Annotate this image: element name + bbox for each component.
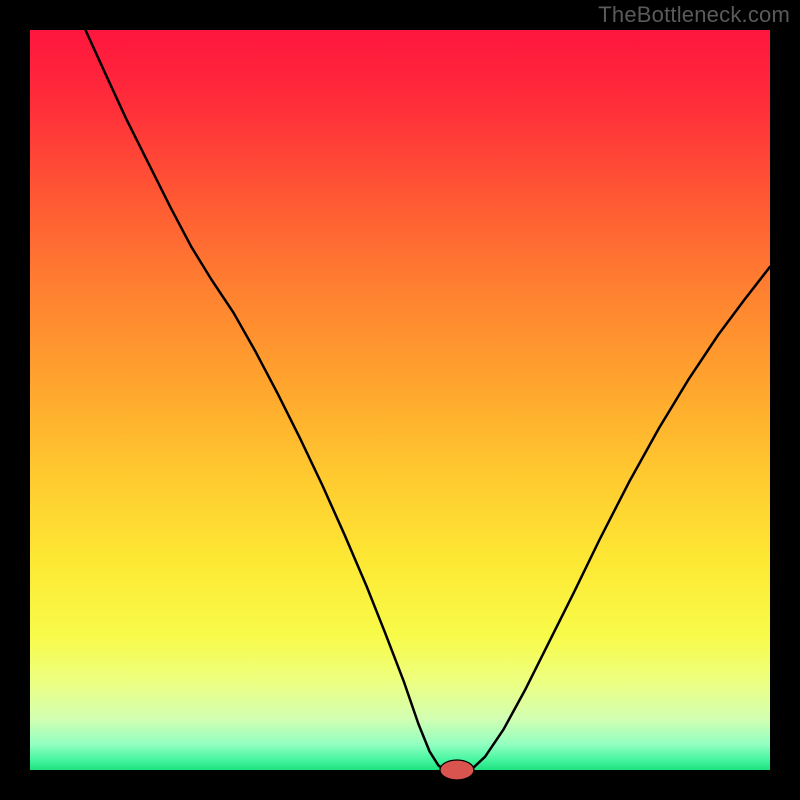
plot-area <box>30 30 770 770</box>
bottleneck-chart <box>0 0 800 800</box>
watermark-text: TheBottleneck.com <box>598 2 790 28</box>
chart-stage: TheBottleneck.com <box>0 0 800 800</box>
optimal-point-marker <box>440 760 474 780</box>
